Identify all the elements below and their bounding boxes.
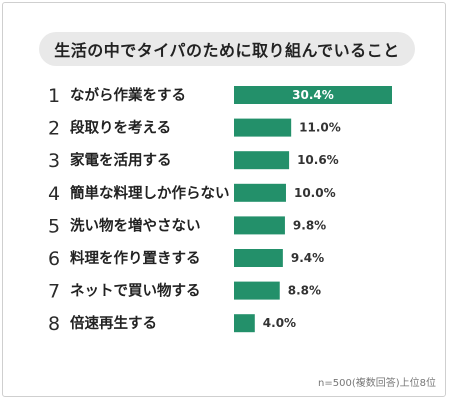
rank-number: 2 bbox=[48, 118, 60, 140]
bar bbox=[234, 249, 283, 267]
rank-number: 6 bbox=[48, 248, 60, 270]
category-label: 段取りを考える bbox=[70, 119, 171, 137]
rank-number: 3 bbox=[48, 150, 60, 172]
category-label: 家電を活用する bbox=[70, 151, 172, 169]
chart-card: 生活の中でタイパのために取り組んでいること bbox=[2, 2, 446, 397]
category-label: ながら作業をする bbox=[70, 86, 186, 104]
category-label: 洗い物を増やさない bbox=[70, 216, 201, 234]
bar bbox=[234, 216, 285, 235]
bar bbox=[234, 86, 392, 104]
value-label: 8.8% bbox=[288, 284, 321, 298]
category-label: 簡単な料理しか作らない bbox=[70, 184, 230, 202]
rank-number: 1 bbox=[48, 85, 60, 107]
bar bbox=[234, 281, 280, 300]
rank-number: 7 bbox=[48, 281, 60, 303]
category-label: ネットで買い物する bbox=[70, 282, 201, 300]
category-label: 倍速再生する bbox=[70, 314, 157, 332]
value-label: 9.8% bbox=[293, 218, 326, 232]
sample-note: n=500(複数回答)上位8位 bbox=[318, 378, 436, 389]
rank-number: 4 bbox=[48, 183, 60, 205]
value-label: 9.4% bbox=[291, 251, 324, 265]
bar bbox=[234, 151, 290, 170]
value-label: 10.0% bbox=[294, 186, 336, 200]
rank-number: 8 bbox=[48, 313, 60, 335]
bar bbox=[234, 118, 292, 137]
value-label: 4.0% bbox=[263, 316, 296, 330]
chart-title: 生活の中でタイパのために取り組んでいること bbox=[39, 32, 415, 66]
category-label: 料理を作り置きする bbox=[70, 249, 201, 267]
rank-number: 5 bbox=[48, 215, 60, 237]
value-label: 11.0% bbox=[299, 121, 341, 135]
value-label: 30.4% bbox=[292, 88, 334, 102]
bar bbox=[234, 314, 255, 333]
value-label: 10.6% bbox=[297, 153, 339, 167]
bar bbox=[234, 183, 286, 202]
